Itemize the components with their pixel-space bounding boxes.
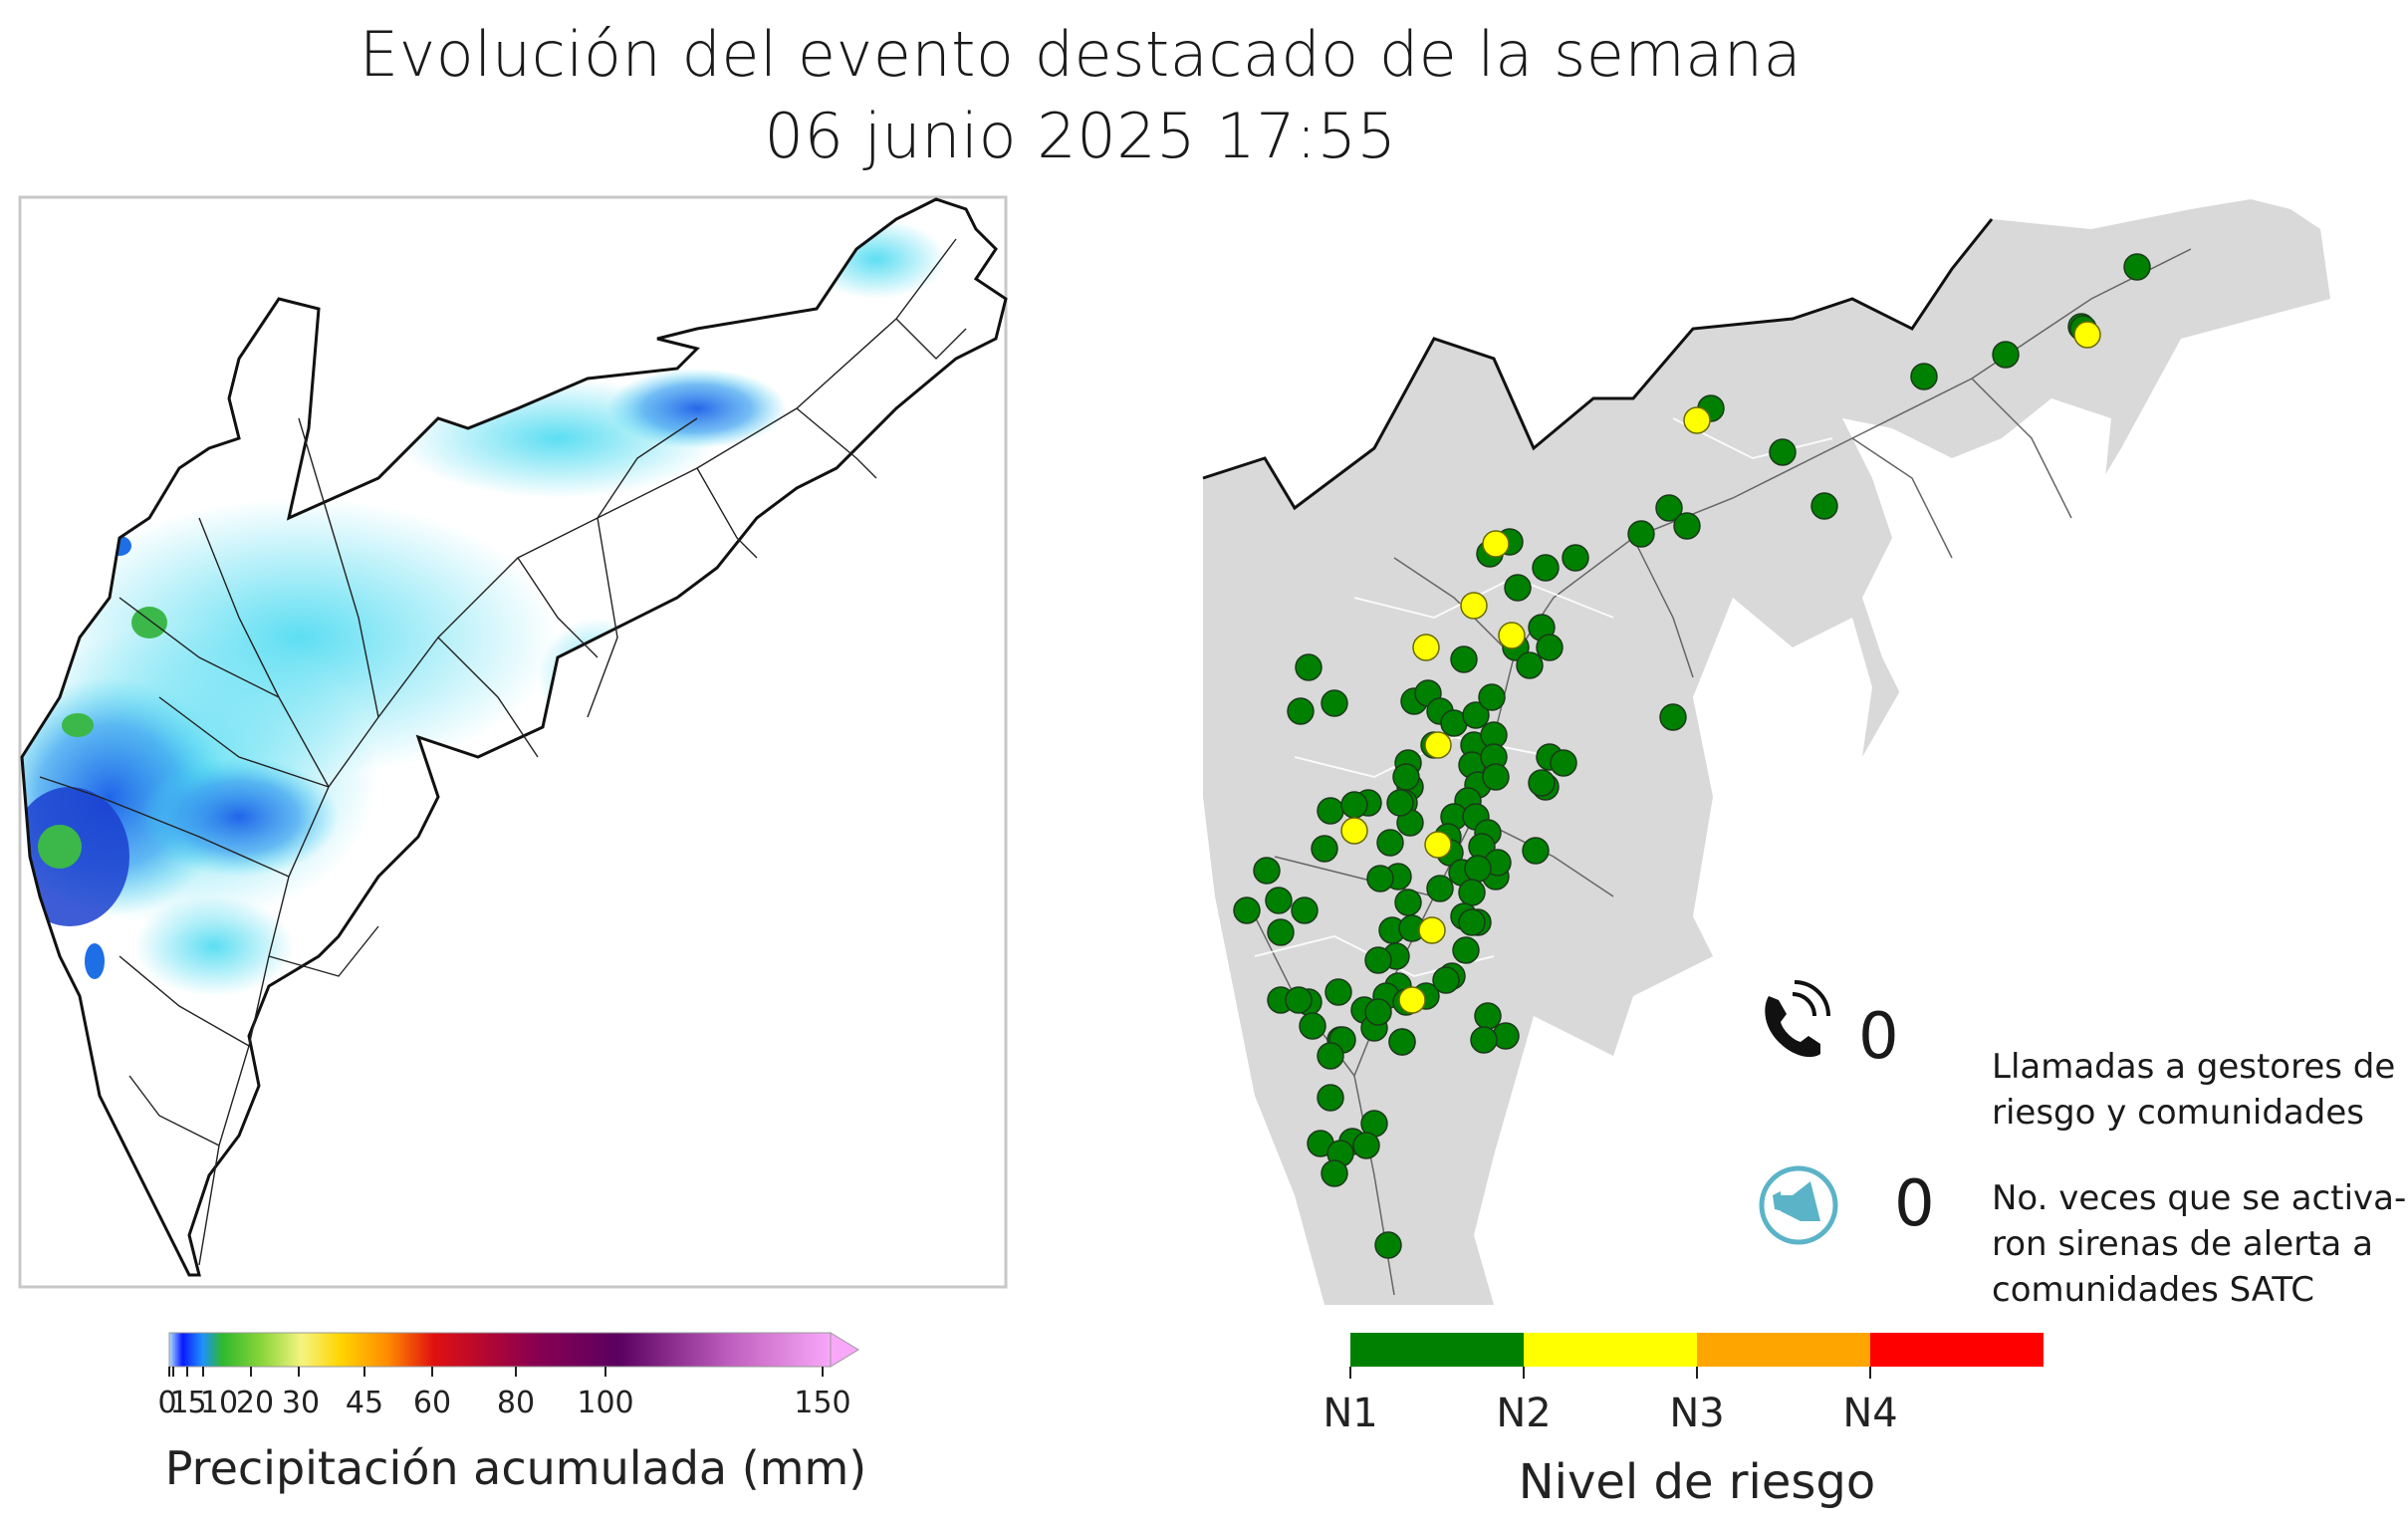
precip-colorbar-ticks <box>168 1367 824 1377</box>
precip-tick-label: 45 <box>346 1386 383 1420</box>
risk-level-label-n4: N4 <box>1842 1391 1897 1436</box>
precip-tick-label: 30 <box>282 1386 320 1420</box>
risk-basin-outline <box>1202 218 1994 511</box>
precip-tick-label: 5 <box>187 1386 206 1420</box>
calls-count: 0 <box>1858 1000 1899 1074</box>
river-network <box>39 238 967 1266</box>
phone-icon <box>1765 980 1830 1058</box>
unaffected-subbasin <box>1842 398 2111 697</box>
sirens-description-line: No. veces que se activa- <box>1992 1178 2407 1218</box>
siren-icon <box>1759 1165 1838 1245</box>
risk-points-n2 <box>1340 321 2101 1014</box>
precip-legend-title: Precipitación acumulada (mm) <box>165 1441 867 1495</box>
risk-swatch-n2 <box>1524 1333 1697 1367</box>
risk-colorbar: N1 N2 N3 N4 Nivel de riesgo <box>1323 1333 2044 1510</box>
precip-colorbar: 0 1 5 10 20 30 45 60 80 100 150 Precipit… <box>157 1332 867 1495</box>
page-subtitle-date: 06 junio 2025 17:55 <box>764 100 1397 172</box>
precip-tick-label: 60 <box>413 1386 451 1420</box>
risk-swatch-n1 <box>1350 1333 1524 1367</box>
risk-map <box>1202 199 2330 1305</box>
risk-legend-title: Nivel de riesgo <box>1519 1454 1875 1510</box>
risk-level-label-n2: N2 <box>1496 1391 1551 1436</box>
precip-tick-label: 80 <box>497 1386 535 1420</box>
precip-tick-label: 0 <box>157 1386 176 1420</box>
precip-tick-label: 1 <box>169 1386 188 1420</box>
sirens-count: 0 <box>1894 1167 1935 1241</box>
precip-map <box>20 197 1008 1277</box>
calls-description-line: riesgo y comunidades <box>1992 1093 2364 1133</box>
calls-description-line: Llamadas a gestores de <box>1992 1047 2396 1087</box>
page-title: Evolución del evento destacado de la sem… <box>359 18 1803 91</box>
precipitation-field <box>22 219 946 1070</box>
risk-level-label-n3: N3 <box>1669 1391 1724 1436</box>
precip-tick-labels: 0 1 5 10 20 30 45 60 80 100 150 <box>157 1386 850 1420</box>
risk-swatch-n4 <box>1870 1333 2044 1367</box>
risk-level-label-n1: N1 <box>1323 1391 1377 1436</box>
sirens-description-line: ron sirenas de alerta a <box>1992 1224 2373 1264</box>
precip-tick-label: 150 <box>794 1386 850 1420</box>
sirens-description-line: comunidades SATC <box>1992 1270 2314 1310</box>
precip-tick-label: 10 <box>200 1386 238 1420</box>
risk-swatch-n3 <box>1697 1333 1870 1367</box>
precip-tick-label: 20 <box>236 1386 274 1420</box>
sirens-description: No. veces que se activa- ron sirenas de … <box>1992 1175 2406 1313</box>
precip-tick-label: 100 <box>577 1386 633 1420</box>
calls-description: Llamadas a gestores de riesgo y comunida… <box>1992 1044 2395 1136</box>
basin-outline <box>20 197 1008 1277</box>
